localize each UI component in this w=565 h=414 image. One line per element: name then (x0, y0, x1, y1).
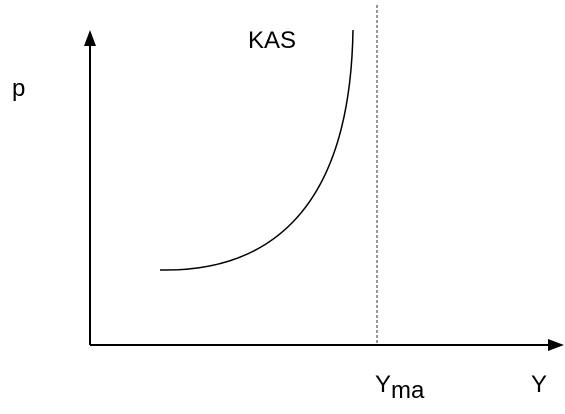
limit-line-label: Yma (375, 371, 425, 404)
curve-label: KAS (248, 27, 296, 54)
x-axis-arrow (548, 339, 564, 351)
limit-line-label-base: Y (375, 371, 391, 398)
y-axis-arrow (84, 30, 96, 46)
limit-line-label-subscript: ma (391, 377, 425, 404)
kas-curve (159, 29, 354, 271)
x-axis-label: Y (531, 371, 547, 398)
y-axis-label: p (12, 75, 25, 102)
